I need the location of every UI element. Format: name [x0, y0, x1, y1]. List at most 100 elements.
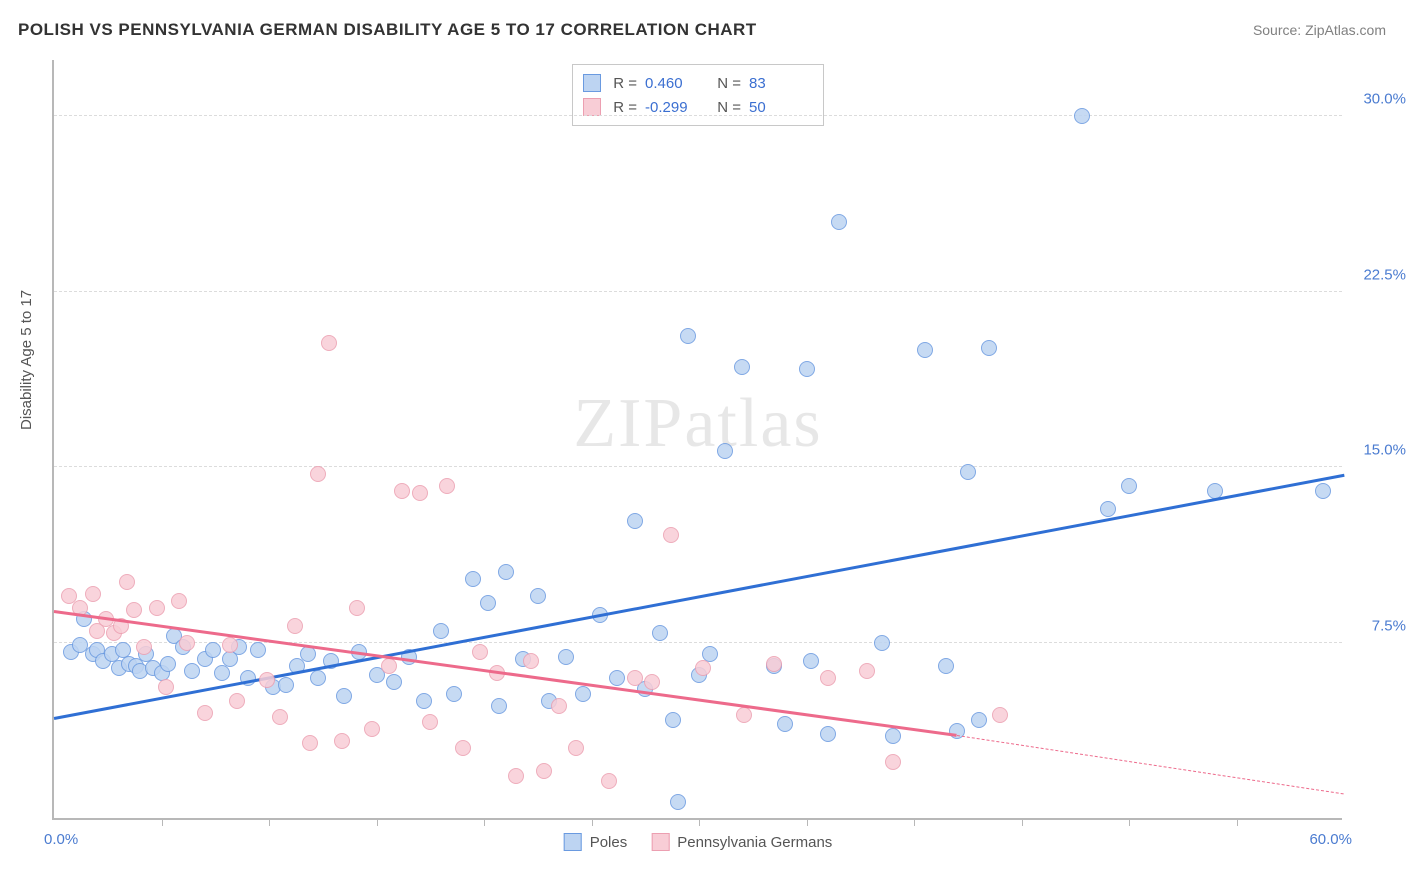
- data-point: [336, 688, 352, 704]
- data-point: [197, 705, 213, 721]
- data-point: [831, 214, 847, 230]
- data-point: [736, 707, 752, 723]
- data-point: [508, 768, 524, 784]
- data-point: [663, 527, 679, 543]
- series-swatch: [583, 98, 601, 116]
- x-tick: [699, 818, 700, 826]
- stats-row: R =0.460N =83: [583, 71, 809, 95]
- gridline: [54, 642, 1342, 643]
- x-tick: [269, 818, 270, 826]
- data-point: [1100, 501, 1116, 517]
- x-tick: [162, 818, 163, 826]
- data-point: [601, 773, 617, 789]
- data-point: [349, 600, 365, 616]
- chart-title: POLISH VS PENNSYLVANIA GERMAN DISABILITY…: [18, 20, 757, 40]
- data-point: [480, 595, 496, 611]
- data-point: [119, 574, 135, 590]
- data-point: [222, 637, 238, 653]
- data-point: [302, 735, 318, 751]
- data-point: [149, 600, 165, 616]
- data-point: [680, 328, 696, 344]
- data-point: [575, 686, 591, 702]
- data-point: [874, 635, 890, 651]
- series-swatch: [583, 74, 601, 92]
- data-point: [310, 670, 326, 686]
- data-point: [885, 728, 901, 744]
- x-axis-max-label: 60.0%: [1309, 831, 1352, 848]
- data-point: [627, 513, 643, 529]
- source-value: ZipAtlas.com: [1305, 22, 1386, 38]
- n-label: N =: [713, 99, 741, 116]
- data-point: [695, 660, 711, 676]
- n-label: N =: [713, 75, 741, 92]
- series-legend: Poles Pennsylvania Germans: [564, 833, 833, 851]
- data-point: [85, 586, 101, 602]
- data-point: [455, 740, 471, 756]
- data-point: [381, 658, 397, 674]
- x-tick: [1129, 818, 1130, 826]
- r-value: -0.299: [645, 99, 705, 116]
- source-attribution: Source: ZipAtlas.com: [1253, 22, 1386, 38]
- data-point: [803, 653, 819, 669]
- data-point: [439, 478, 455, 494]
- data-point: [960, 464, 976, 480]
- data-point: [179, 635, 195, 651]
- data-point: [412, 485, 428, 501]
- data-point: [433, 623, 449, 639]
- y-tick-label: 22.5%: [1351, 266, 1406, 283]
- data-point: [885, 754, 901, 770]
- data-point: [670, 794, 686, 810]
- y-axis-label: Disability Age 5 to 17: [18, 290, 35, 430]
- data-point: [321, 335, 337, 351]
- data-point: [1121, 478, 1137, 494]
- data-point: [394, 483, 410, 499]
- watermark-text: ZIPatlas: [573, 384, 822, 464]
- legend-swatch: [564, 833, 582, 851]
- data-point: [530, 588, 546, 604]
- data-point: [287, 618, 303, 634]
- source-label: Source:: [1253, 22, 1301, 38]
- data-point: [734, 359, 750, 375]
- data-point: [446, 686, 462, 702]
- x-tick: [914, 818, 915, 826]
- x-tick: [1237, 818, 1238, 826]
- data-point: [184, 663, 200, 679]
- data-point: [364, 721, 380, 737]
- r-label: R =: [609, 75, 637, 92]
- data-point: [310, 466, 326, 482]
- data-point: [498, 564, 514, 580]
- trend-line-extension: [957, 735, 1344, 794]
- data-point: [551, 698, 567, 714]
- data-point: [171, 593, 187, 609]
- data-point: [278, 677, 294, 693]
- data-point: [766, 656, 782, 672]
- y-tick-label: 7.5%: [1351, 617, 1406, 634]
- data-point: [1315, 483, 1331, 499]
- x-tick: [484, 818, 485, 826]
- data-point: [652, 625, 668, 641]
- data-point: [949, 723, 965, 739]
- data-point: [992, 707, 1008, 723]
- n-value: 83: [749, 75, 809, 92]
- data-point: [386, 674, 402, 690]
- data-point: [981, 340, 997, 356]
- y-tick-label: 15.0%: [1351, 442, 1406, 459]
- x-tick: [592, 818, 593, 826]
- data-point: [523, 653, 539, 669]
- x-axis-min-label: 0.0%: [44, 831, 78, 848]
- x-tick: [807, 818, 808, 826]
- data-point: [644, 674, 660, 690]
- legend-item: Poles: [564, 833, 628, 851]
- scatter-plot-area: ZIPatlas R =0.460N =83R =-0.299N =50 0.0…: [52, 60, 1342, 820]
- data-point: [334, 733, 350, 749]
- data-point: [609, 670, 625, 686]
- y-tick-label: 30.0%: [1351, 91, 1406, 108]
- data-point: [205, 642, 221, 658]
- legend-label: Pennsylvania Germans: [677, 834, 832, 851]
- data-point: [938, 658, 954, 674]
- data-point: [272, 709, 288, 725]
- legend-item: Pennsylvania Germans: [651, 833, 832, 851]
- data-point: [158, 679, 174, 695]
- data-point: [820, 670, 836, 686]
- data-point: [465, 571, 481, 587]
